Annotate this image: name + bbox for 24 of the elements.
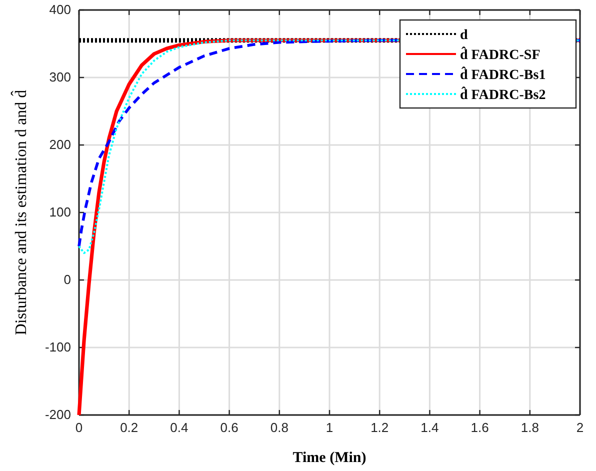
x-axis-title: Time (Min) — [292, 450, 366, 466]
y-tick-label: 300 — [49, 70, 71, 85]
x-tick-label: 1.2 — [370, 420, 389, 436]
x-tick-label: 0 — [75, 420, 83, 436]
y-tick-label: 200 — [49, 137, 71, 152]
x-tick-label: 1.6 — [470, 420, 489, 436]
x-tick-label: 1 — [326, 420, 334, 436]
x-tick-label: 0.6 — [220, 420, 238, 436]
y-tick-label: -100 — [44, 340, 71, 355]
x-tick-label: 0.4 — [170, 420, 188, 436]
legend-label: d̂ FADRC-Bs2 — [460, 86, 546, 103]
x-tick-label: 1.4 — [420, 420, 439, 436]
legend-label: d̂ FADRC-Bs1 — [460, 66, 546, 83]
x-tick-label: 0.2 — [120, 420, 138, 436]
legend-label: d — [460, 28, 468, 43]
y-tick-label: 400 — [49, 2, 71, 18]
legend-label: d̂ FADRC-SF — [460, 46, 540, 63]
y-tick-label: 100 — [49, 204, 71, 220]
y-tick-label: -200 — [44, 407, 71, 422]
y-axis-title: Disturbance and its estimation d and d̂ — [10, 90, 30, 336]
x-tick-label: 2 — [576, 420, 584, 436]
x-tick-label: 0.8 — [270, 420, 288, 436]
y-tick-label: 0 — [64, 272, 71, 288]
x-tick-label: 1.8 — [520, 420, 539, 436]
